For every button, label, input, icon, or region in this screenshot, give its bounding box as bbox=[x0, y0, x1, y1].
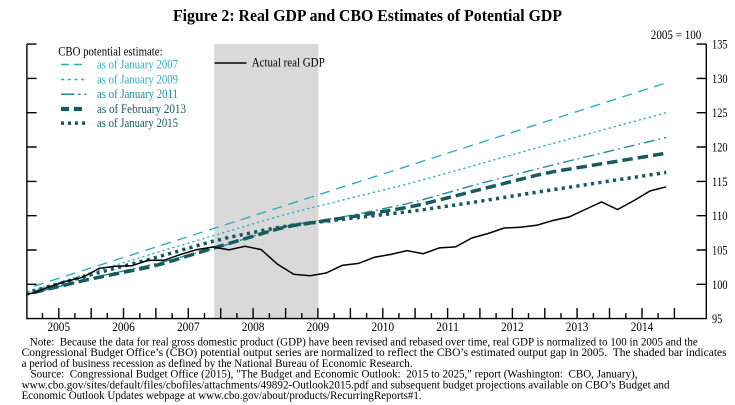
svg-text:Source: Congressional Budget: Source: Congressional Budget Office (201… bbox=[31, 369, 638, 381]
svg-text:Economic Outlook Updates webpa: Economic Outlook Updates webpage at www.… bbox=[22, 390, 422, 402]
svg-text:Figure 2: Real GDP and CBO Est: Figure 2: Real GDP and CBO Estimates of … bbox=[173, 6, 562, 25]
svg-text:95: 95 bbox=[712, 312, 722, 326]
svg-text:2012: 2012 bbox=[501, 320, 524, 334]
svg-text:105: 105 bbox=[712, 244, 728, 258]
svg-text:2009: 2009 bbox=[307, 320, 330, 334]
svg-text:2008: 2008 bbox=[242, 320, 265, 334]
svg-text:as of January 2009: as of January 2009 bbox=[97, 72, 178, 86]
svg-text:as of February 2013: as of February 2013 bbox=[97, 102, 186, 116]
svg-text:135: 135 bbox=[712, 38, 728, 52]
svg-text:Congressional Budget Office’s: Congressional Budget Office’s (CBO) pote… bbox=[22, 347, 727, 359]
svg-text:125: 125 bbox=[712, 106, 728, 120]
svg-text:2007: 2007 bbox=[177, 320, 200, 334]
svg-text:CBO potential estimate:: CBO potential estimate: bbox=[58, 44, 162, 58]
svg-text:100: 100 bbox=[712, 278, 728, 292]
svg-text:2005: 2005 bbox=[48, 320, 71, 334]
svg-text:2005 = 100: 2005 = 100 bbox=[651, 28, 702, 42]
svg-text:as of January 2015: as of January 2015 bbox=[97, 116, 178, 130]
svg-text:115: 115 bbox=[712, 175, 728, 189]
svg-text:as of January 2011: as of January 2011 bbox=[97, 87, 178, 101]
svg-text:120: 120 bbox=[712, 141, 728, 155]
svg-text:www.cbo.gov/sites/default/file: www.cbo.gov/sites/default/files/cbofiles… bbox=[22, 379, 670, 391]
svg-text:2006: 2006 bbox=[112, 320, 135, 334]
svg-text:130: 130 bbox=[712, 72, 728, 86]
svg-text:110: 110 bbox=[712, 209, 728, 223]
svg-text:as of January 2007: as of January 2007 bbox=[97, 57, 178, 71]
svg-text:2013: 2013 bbox=[566, 320, 589, 334]
svg-text:a period of business recession: a period of business recession as define… bbox=[22, 358, 413, 370]
svg-text:2014: 2014 bbox=[631, 320, 654, 334]
svg-text:Actual real GDP: Actual real GDP bbox=[252, 56, 325, 70]
svg-text:Note: Because the data for re: Note: Because the data for real gross do… bbox=[30, 337, 698, 349]
svg-text:2010: 2010 bbox=[372, 320, 395, 334]
svg-text:2011: 2011 bbox=[436, 320, 459, 334]
